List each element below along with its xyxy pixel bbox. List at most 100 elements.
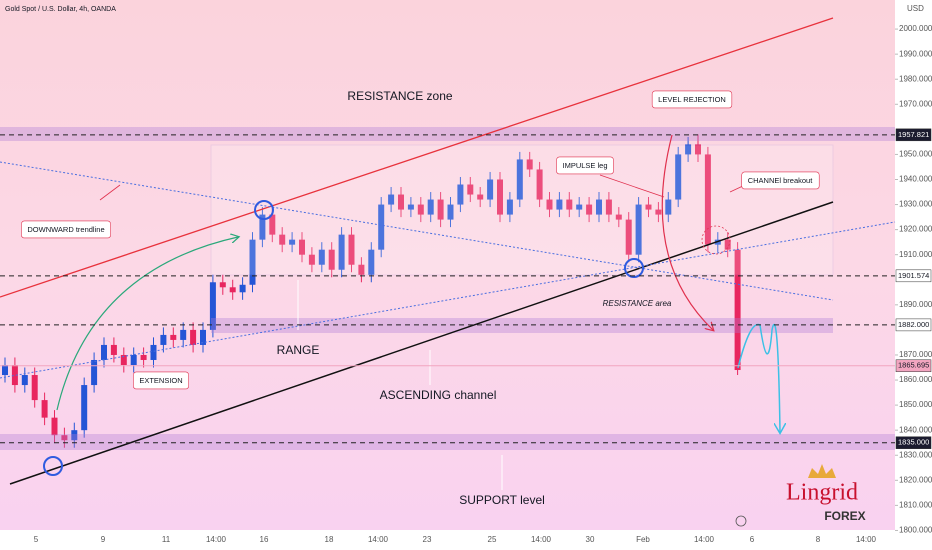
y-tick-label: 2000.000 (899, 24, 932, 33)
candle-body (31, 375, 38, 401)
candle-body (259, 214, 266, 240)
x-tick-label: 5 (34, 535, 39, 544)
x-tick-label: 30 (586, 535, 595, 544)
candle-body (536, 169, 543, 200)
candle-body (526, 159, 533, 170)
support-zone (0, 434, 895, 450)
candle-body (338, 234, 345, 270)
y-tick-label: 1810.000 (899, 500, 932, 509)
candle-body (734, 249, 741, 371)
level-label: 1882.000 (898, 320, 929, 329)
x-tick-label: 16 (260, 535, 269, 544)
candle-body (457, 184, 464, 205)
candle-body (695, 144, 701, 155)
candle-body (437, 199, 444, 220)
candle-body (417, 204, 424, 215)
candle-body (605, 199, 612, 215)
plot-background (0, 0, 895, 530)
annotation-box (21, 220, 111, 239)
candle-body (229, 287, 236, 293)
candle-body (140, 354, 147, 360)
candle-body (11, 364, 18, 386)
crown (808, 464, 836, 478)
candle-body (61, 435, 68, 441)
level-label-box (895, 359, 932, 373)
annotation-box (741, 171, 820, 190)
candle-body (279, 234, 286, 245)
y-tick-label: 1990.000 (899, 49, 932, 58)
candle-body (407, 204, 414, 210)
downward-dotted (0, 161, 834, 301)
candle-body (516, 159, 523, 200)
y-tick-label: 1870.000 (899, 350, 932, 359)
candle-body (269, 214, 276, 235)
x-tick-label: 14:00 (368, 535, 389, 544)
candle-body (586, 204, 593, 215)
candle-body (180, 329, 187, 340)
candle-body (200, 329, 206, 345)
candle-body (447, 204, 454, 220)
impulse-arrow (661, 134, 713, 330)
level-label-box (895, 436, 932, 449)
candle-body (467, 184, 474, 195)
candle-body (685, 144, 692, 155)
y-tick-label: 1800.000 (899, 526, 932, 535)
brand-sub: FOREX (824, 509, 865, 523)
candle-body (81, 385, 88, 431)
candle-body (427, 199, 434, 215)
x-tick-label: 11 (162, 535, 171, 544)
candle-body (665, 199, 672, 215)
candle-body (596, 199, 602, 215)
y-tick-label: 1950.000 (899, 150, 932, 159)
candle-body (110, 344, 117, 355)
ascending-dotted (0, 221, 896, 379)
candle-body (51, 417, 58, 436)
annotation-box (556, 156, 614, 175)
candle-body (190, 329, 197, 345)
candle-body (71, 430, 78, 441)
candle-body (368, 249, 375, 275)
breakout-circle (701, 225, 731, 255)
level-label-box (895, 128, 932, 142)
y-tick-label: 1860.000 (899, 375, 932, 384)
red-trendline (0, 17, 834, 298)
candle-body (398, 194, 404, 210)
candle-body (328, 249, 335, 270)
y-tick-label: 1820.000 (899, 475, 932, 484)
time-axis (0, 530, 895, 550)
x-tick-label: Feb (636, 535, 650, 544)
brand-name: Lingrid (786, 480, 858, 506)
candle-body (655, 209, 662, 215)
x-tick-label: 14:00 (856, 535, 877, 544)
level-label: 1865.695 (898, 361, 929, 370)
candle-body (477, 194, 484, 200)
projection-path (737, 323, 780, 432)
marker-circle (254, 200, 274, 220)
candle-body (41, 400, 48, 418)
y-tick-label: 1910.000 (899, 250, 932, 259)
candle-body (576, 204, 583, 210)
candle-body (249, 239, 256, 285)
y-tick-label: 1850.000 (899, 400, 932, 409)
level-label-box (895, 269, 932, 283)
candle-body (497, 179, 503, 215)
x-tick-label: 14:00 (531, 535, 552, 544)
extension-arrow (56, 237, 238, 411)
candle-body (289, 239, 296, 245)
x-tick-label: 6 (750, 535, 755, 544)
y-tick-label: 1940.000 (899, 175, 932, 184)
candle-body (724, 239, 731, 250)
candle-body (209, 282, 216, 330)
candle-body (219, 282, 226, 288)
candle-body (556, 199, 563, 210)
annotation: IMPULSE leg (562, 161, 607, 170)
candle-body (348, 234, 355, 265)
level-label-box (895, 318, 932, 332)
candle-body (358, 264, 365, 275)
candle-body (160, 334, 167, 345)
pointer-lines (297, 280, 503, 490)
annotation: ASCENDING channel (380, 388, 497, 402)
x-tick-label: 9 (101, 535, 106, 544)
annotation: RANGE (277, 343, 320, 357)
